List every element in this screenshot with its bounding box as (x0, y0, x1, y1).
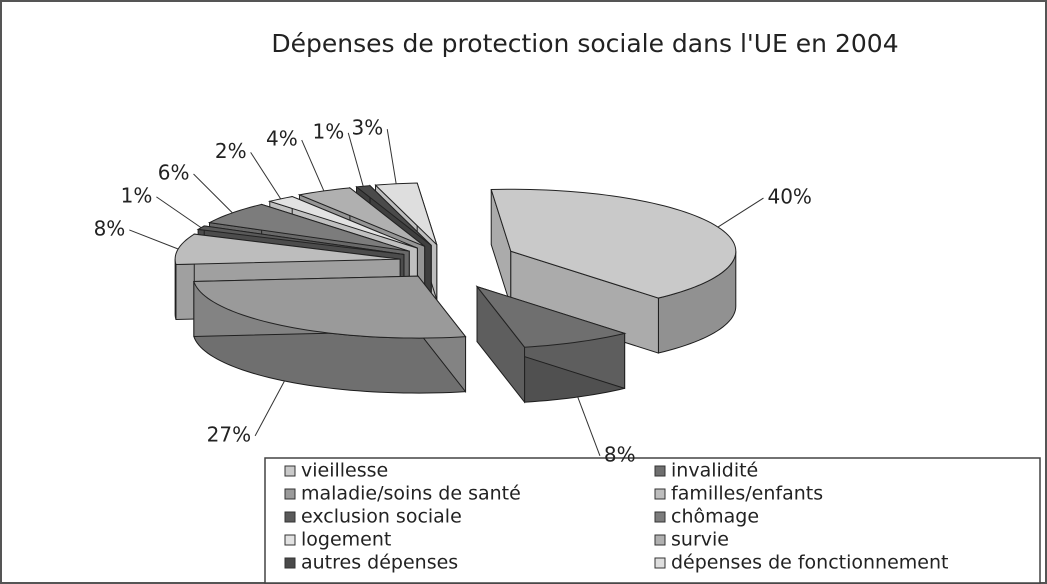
legend-label: chômage (671, 506, 759, 528)
data-label: 4% (266, 127, 298, 151)
data-label: 8% (94, 216, 126, 240)
legend-swatch (654, 465, 666, 477)
slice-face-shade (477, 286, 525, 403)
data-label: 1% (313, 119, 345, 143)
slice-side-shade (193, 281, 466, 394)
leader-line (347, 132, 364, 187)
leader-line (301, 139, 325, 192)
legend-swatch (284, 488, 296, 500)
slice-face-shade (491, 189, 511, 307)
slice (174, 233, 401, 266)
slice-face-shade (510, 251, 659, 354)
legend-label: survie (671, 529, 729, 551)
legend-label: logement (301, 529, 391, 551)
legend-swatch (284, 534, 296, 546)
data-label: 1% (121, 183, 153, 207)
legend-box (264, 457, 1041, 584)
leader-line (577, 396, 601, 457)
slice (374, 182, 438, 246)
data-label: 2% (215, 139, 247, 163)
leader-line (717, 197, 764, 228)
leader-line (250, 152, 282, 200)
data-label: 6% (158, 160, 190, 184)
pie (174, 182, 737, 404)
leader-line (156, 196, 202, 229)
legend-label: autres dépenses (301, 552, 458, 574)
legend-label: maladie/soins de santé (301, 483, 521, 505)
leader-line (129, 229, 179, 250)
slice (193, 275, 467, 339)
data-label: 8% (604, 442, 636, 466)
legend-swatch (284, 465, 296, 477)
legend-label: familles/enfants (671, 483, 823, 505)
legend-label: invalidité (671, 460, 758, 482)
legend-label: vieillesse (301, 460, 388, 482)
slice (475, 285, 627, 348)
data-label: 3% (351, 116, 383, 140)
legend-swatch (284, 557, 296, 569)
data-label: 27% (207, 422, 251, 446)
slice (207, 203, 410, 252)
legend-label: dépenses de fonctionnement (671, 552, 948, 574)
legend-swatch (654, 534, 666, 546)
legend-swatch (654, 557, 666, 569)
slice (267, 196, 418, 249)
chart-title: Dépenses de protection sociale dans l'UE… (271, 29, 898, 58)
legend-swatch (654, 511, 666, 523)
data-label: 40% (767, 185, 811, 209)
legend-swatch (654, 488, 666, 500)
leader-line (254, 380, 285, 437)
legend-swatch (284, 511, 296, 523)
legend-label: exclusion sociale (301, 506, 462, 528)
leader-line (386, 129, 397, 184)
leader-line (193, 173, 233, 214)
slice (297, 187, 425, 247)
